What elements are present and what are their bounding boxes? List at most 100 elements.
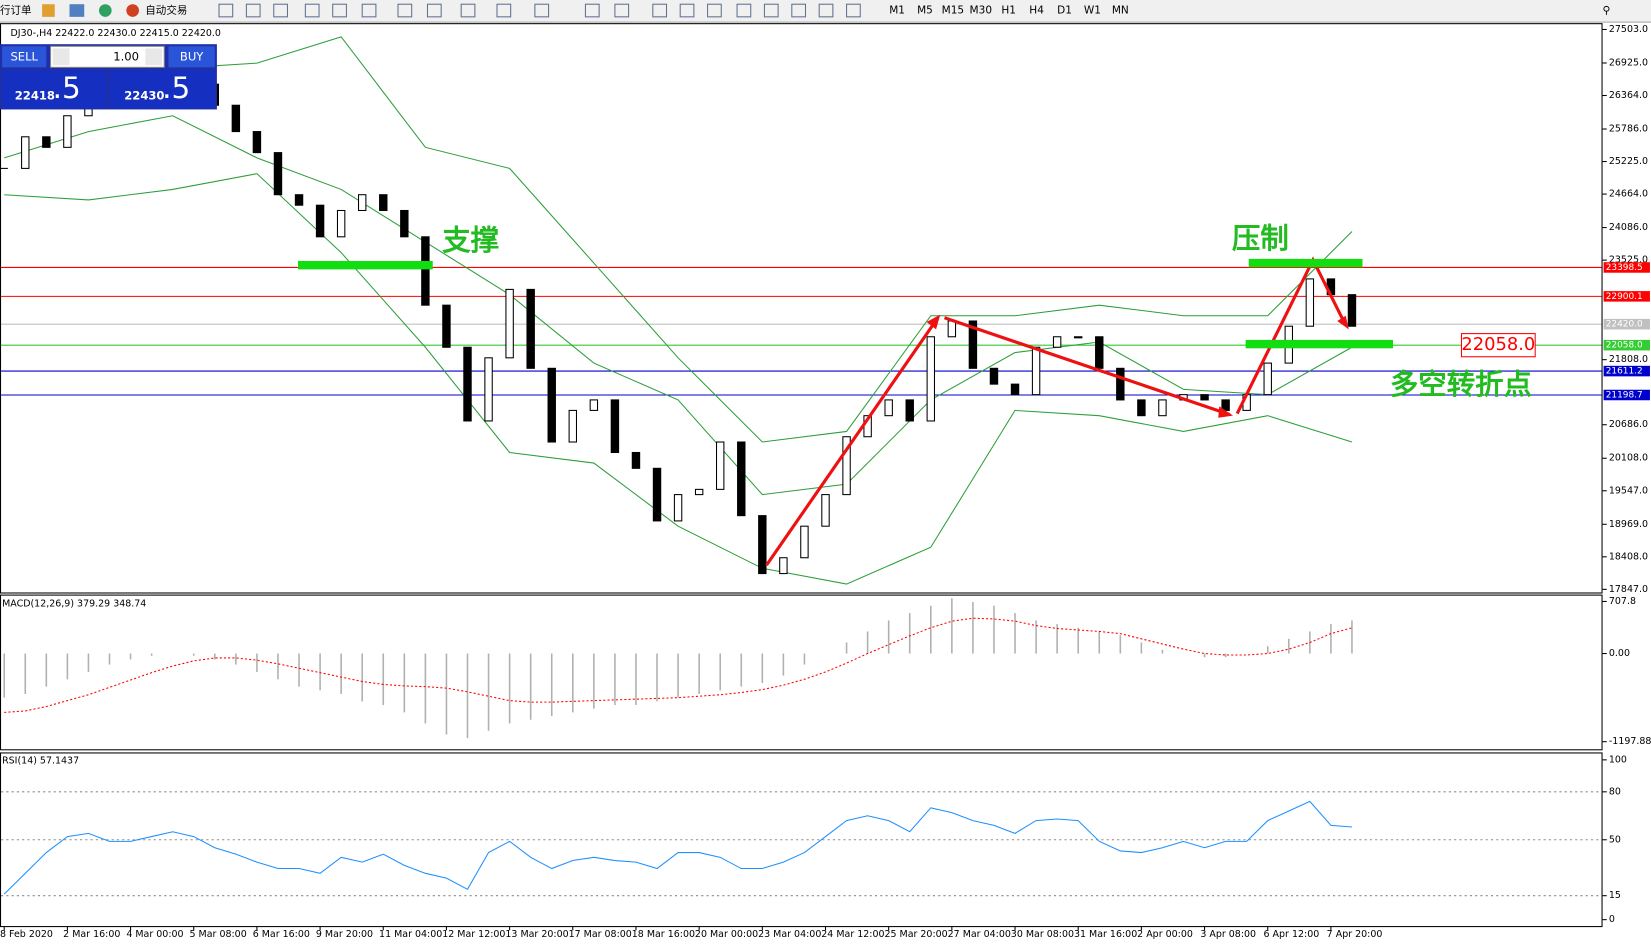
buy-button[interactable] xyxy=(168,46,215,68)
price-level-tag xyxy=(1603,389,1650,401)
x-tick-label: 20 Mar 00:00 xyxy=(695,929,758,940)
trade-panel: SELL 1.00 BUY 22418 .5 22430 .5 xyxy=(0,44,217,110)
candle-body xyxy=(442,304,451,348)
tool-icon[interactable] xyxy=(361,3,377,18)
x-tick-label: 6 Apr 12:00 xyxy=(1264,929,1320,940)
toolbar-item[interactable]: 行订单 xyxy=(0,4,32,17)
tool-icon[interactable] xyxy=(614,3,630,18)
candle-body xyxy=(631,451,641,469)
annotation: 压制 xyxy=(1232,222,1289,255)
tool-icon[interactable] xyxy=(304,3,320,18)
tool-icon[interactable] xyxy=(584,3,600,18)
candle-body xyxy=(1221,399,1230,411)
price-level-tag xyxy=(1603,365,1650,377)
candle-body xyxy=(505,288,514,359)
price-level-tag xyxy=(1603,291,1650,302)
y-tick-label: 26925.0 xyxy=(1609,57,1648,68)
callout-box xyxy=(1460,333,1536,358)
y-tick-label: 15 xyxy=(1609,890,1621,901)
candle-body xyxy=(947,320,957,338)
icon[interactable] xyxy=(126,4,139,17)
sell-label[interactable]: SELL xyxy=(10,49,38,63)
icon[interactable] xyxy=(69,4,85,17)
tool-icon[interactable] xyxy=(791,3,807,18)
tool-icon[interactable] xyxy=(818,3,834,18)
symbol-info: DJ30-,H4 22422.0 22430.0 22415.0 22420.0 xyxy=(11,28,221,39)
buy-label[interactable]: BUY xyxy=(180,49,204,63)
candle-body xyxy=(1116,367,1125,401)
annotation: 多空转折点 xyxy=(1390,368,1532,401)
tool-icon[interactable] xyxy=(652,3,668,18)
candle-body xyxy=(357,194,367,212)
tool-icon[interactable] xyxy=(245,3,261,18)
lot-value[interactable]: 1.00 xyxy=(113,49,139,63)
candle-body xyxy=(758,515,767,575)
bid-box[interactable] xyxy=(2,70,107,109)
candle-body xyxy=(737,441,746,517)
timeframe-button[interactable]: D1 xyxy=(1057,5,1072,17)
sell-button[interactable] xyxy=(2,46,47,68)
candle-body xyxy=(779,557,788,575)
tool-icon[interactable] xyxy=(426,3,442,18)
y-tick-label: 20108.0 xyxy=(1609,453,1648,464)
candle-body xyxy=(400,209,409,238)
candle-body xyxy=(1158,399,1167,417)
candle-body xyxy=(800,525,809,559)
tool-icon[interactable] xyxy=(679,3,695,18)
tool-icon[interactable] xyxy=(534,3,550,18)
candle-body xyxy=(1347,294,1357,327)
tool-icon[interactable] xyxy=(273,3,288,18)
ask-box[interactable] xyxy=(109,70,215,109)
toolbar-item[interactable]: 自动交易 xyxy=(145,4,187,17)
annotation: 支撑 xyxy=(442,224,499,257)
y-tick-label: 27503.0 xyxy=(1609,24,1648,35)
timeframe-button[interactable]: W1 xyxy=(1084,5,1101,17)
candle-body xyxy=(1305,278,1315,327)
x-tick-label: 2 Apr 00:00 xyxy=(1137,929,1193,940)
candle-body xyxy=(1052,336,1062,348)
search-icon[interactable]: ⚲ xyxy=(1603,5,1611,17)
tool-icon[interactable] xyxy=(496,3,512,18)
timeframe-button[interactable]: MN xyxy=(1112,5,1129,17)
bollinger-band xyxy=(3,36,1353,443)
tool-icon[interactable] xyxy=(397,3,413,18)
lot-down[interactable] xyxy=(52,48,70,66)
callout-label: 22058.0 xyxy=(1461,334,1535,355)
tool-icon[interactable] xyxy=(218,3,234,18)
tool-icon[interactable] xyxy=(763,3,779,18)
price-level-label: 22058.0 xyxy=(1606,341,1643,351)
tool-icon[interactable] xyxy=(707,3,722,18)
price-level-label: 23398.5 xyxy=(1606,263,1643,273)
x-tick-label: 5 Mar 08:00 xyxy=(190,929,247,940)
lot-up[interactable] xyxy=(145,48,163,66)
timeframe-button[interactable]: M5 xyxy=(917,5,933,17)
timeframe-button[interactable]: H4 xyxy=(1029,5,1044,17)
macd-title: MACD(12,26,9) 379.29 348.74 xyxy=(2,599,146,610)
y-tick-label: -1197.88 xyxy=(1609,736,1651,747)
x-tick-label: 12 Mar 12:00 xyxy=(442,929,505,940)
tool-icon[interactable] xyxy=(736,3,752,18)
tool-icon[interactable] xyxy=(846,3,861,18)
candle-body xyxy=(526,288,535,369)
icon[interactable] xyxy=(42,4,55,17)
icon[interactable] xyxy=(98,4,112,17)
y-tick-label: 24664.0 xyxy=(1609,189,1648,200)
x-tick-label: 2 Mar 16:00 xyxy=(63,929,120,940)
timeframe-button[interactable]: H1 xyxy=(1001,5,1016,17)
lot-input[interactable] xyxy=(50,45,165,68)
candle-body xyxy=(421,236,430,306)
timeframe-button[interactable]: M1 xyxy=(889,5,905,17)
arrow xyxy=(943,316,1231,417)
x-tick-label: 24 Mar 12:00 xyxy=(821,929,884,940)
tool-icon[interactable] xyxy=(332,3,347,18)
y-tick-label: 0 xyxy=(1609,914,1615,925)
tool-icon[interactable] xyxy=(460,3,476,18)
candle-body xyxy=(694,488,704,496)
timeframe-button[interactable]: M15 xyxy=(942,5,964,17)
bollinger-band xyxy=(4,173,1353,585)
y-tick-label: 18969.0 xyxy=(1609,519,1648,530)
x-tick-label: 8 Feb 2020 xyxy=(0,929,53,940)
timeframe-button[interactable]: M30 xyxy=(970,5,992,17)
main-frame xyxy=(0,23,1603,594)
